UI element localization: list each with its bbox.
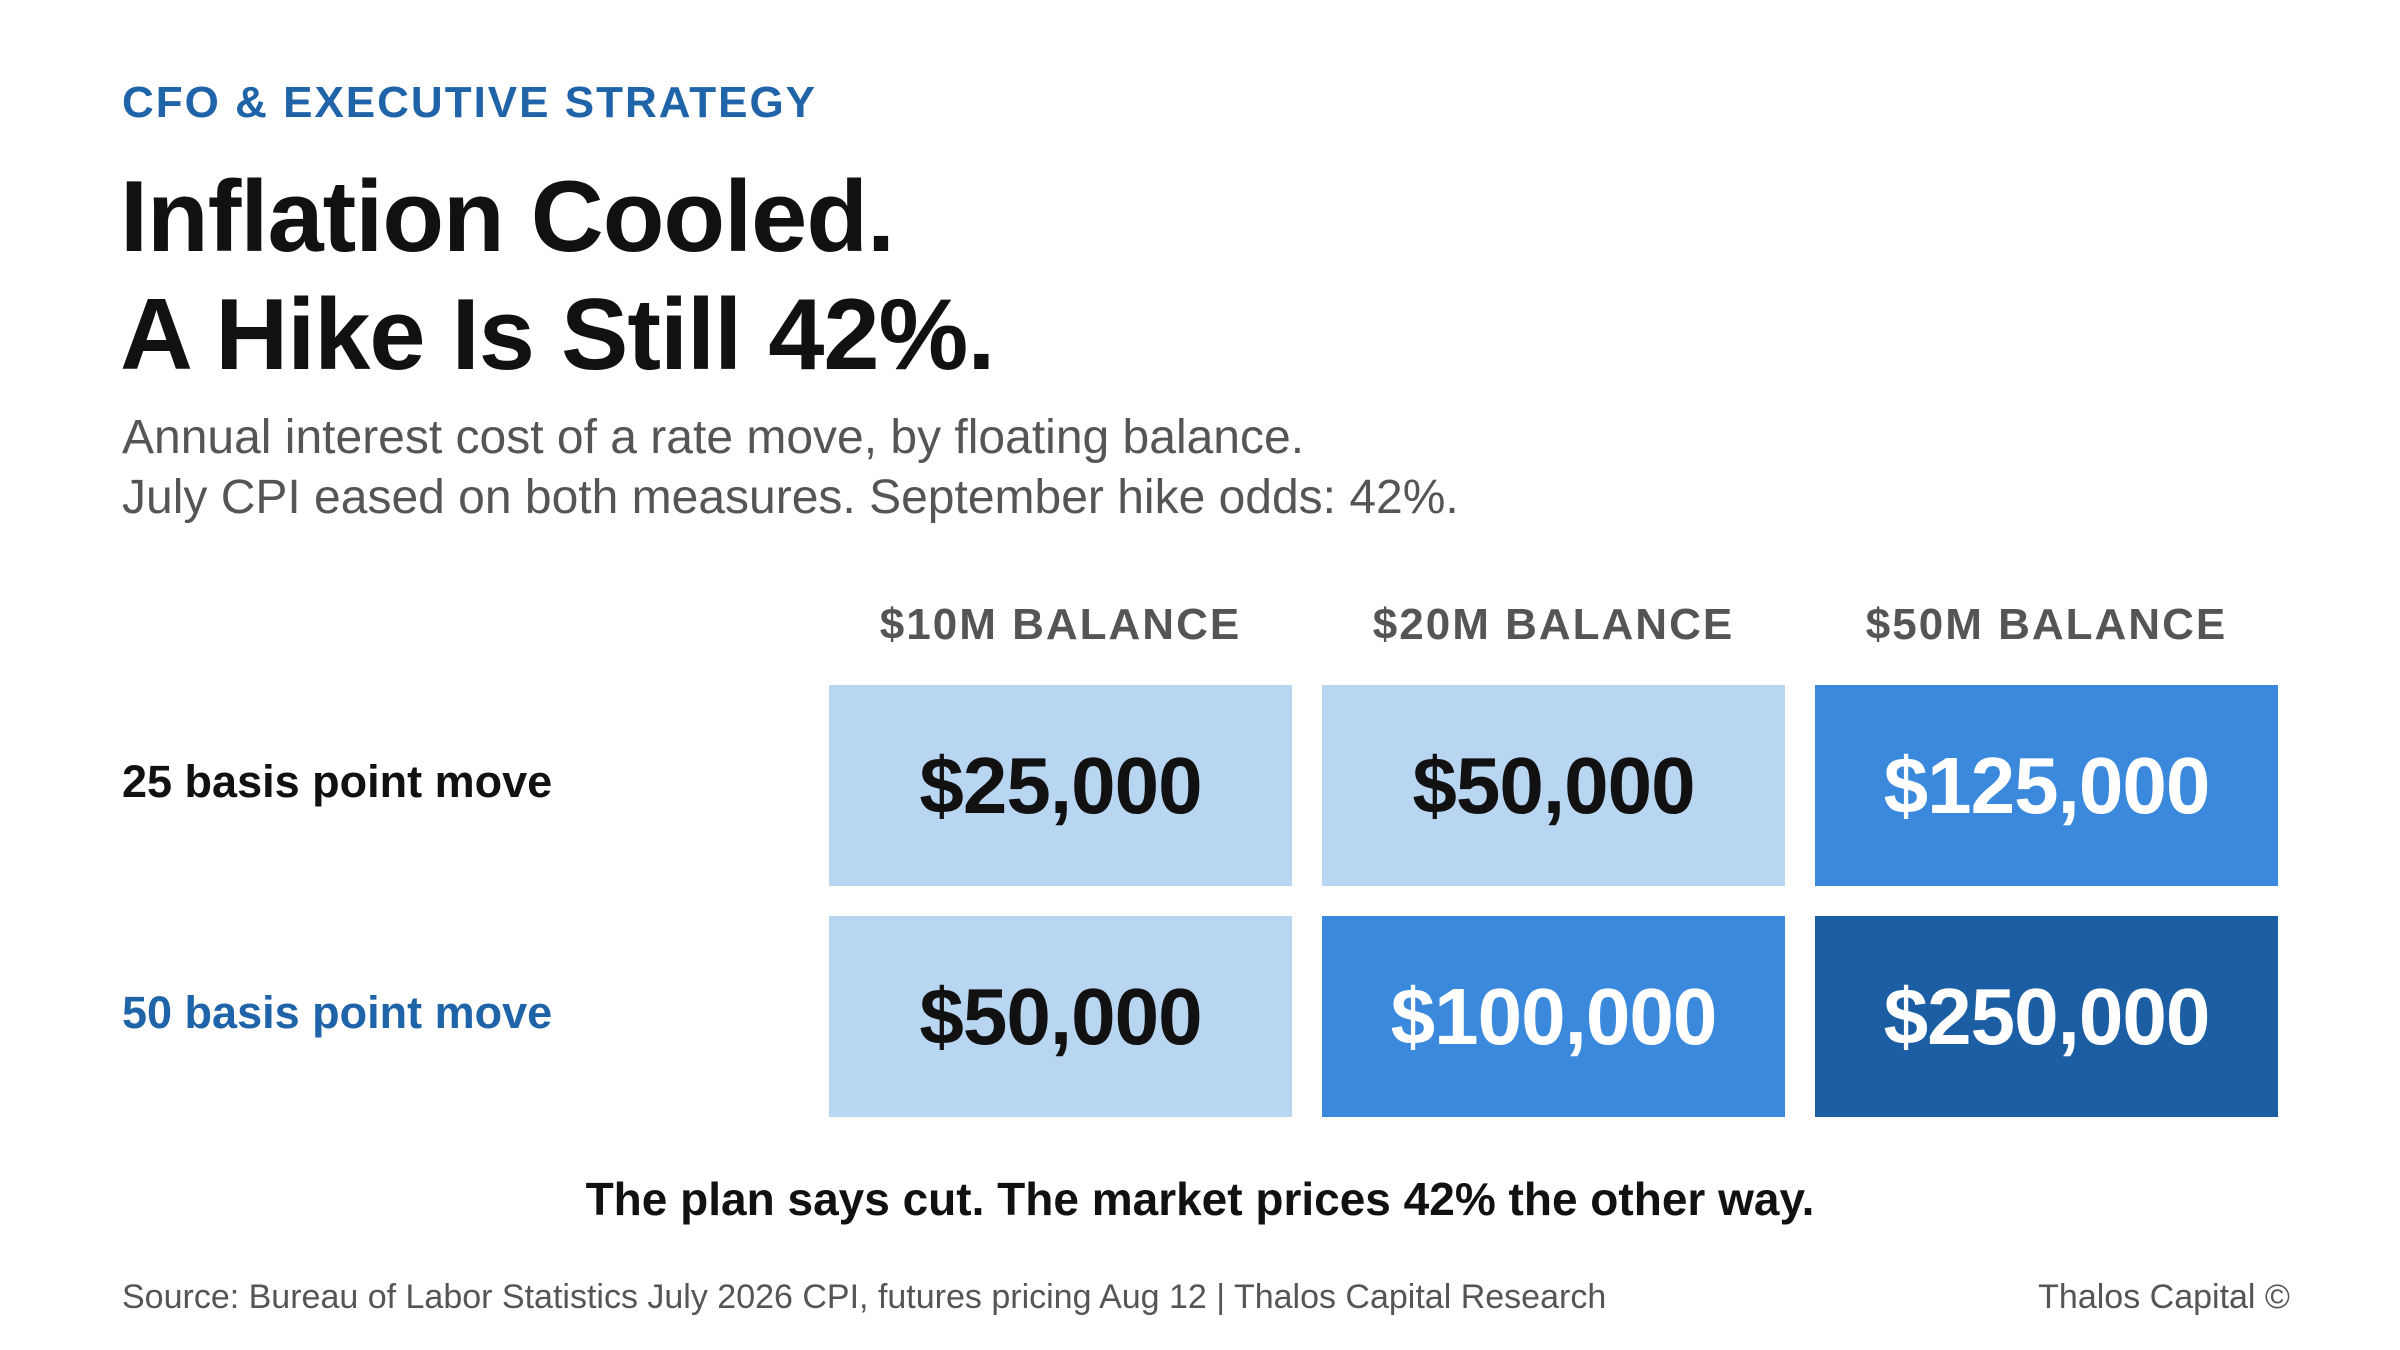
row-label-25bp: 25 basis point move — [122, 756, 553, 807]
column-header-20m: $20M BALANCE — [1372, 600, 1735, 649]
callout-text: The plan says cut. The market prices 42%… — [585, 1173, 1815, 1225]
row-label-50bp: 50 basis point move — [122, 987, 553, 1038]
cell-50bp-50m: $250,000 — [1815, 916, 2278, 1117]
column-header-10m: $10M BALANCE — [879, 600, 1242, 649]
cell-25bp-10m: $25,000 — [829, 685, 1292, 886]
cell-25bp-20m: $50,000 — [1322, 685, 1785, 886]
source-note: Source: Bureau of Labor Statistics July … — [122, 1278, 1607, 1316]
brand-mark: Thalos Capital © — [2038, 1278, 2290, 1316]
page-title: Inflation Cooled. A Hike Is Still 42%. — [120, 158, 995, 394]
column-header-50m: $50M BALANCE — [1865, 600, 2228, 649]
title-line-2: A Hike Is Still 42%. — [120, 279, 995, 391]
cell-50bp-20m: $100,000 — [1322, 916, 1785, 1117]
eyebrow-label: CFO & EXECUTIVE STRATEGY — [122, 78, 818, 127]
title-line-1: Inflation Cooled. — [120, 161, 895, 273]
subtitle-line-1: Annual interest cost of a rate move, by … — [122, 411, 1305, 464]
cell-25bp-50m: $125,000 — [1815, 685, 2278, 886]
subtitle-line-2: July CPI eased on both measures. Septemb… — [122, 471, 1459, 524]
subtitle: Annual interest cost of a rate move, by … — [122, 408, 1459, 528]
cell-50bp-10m: $50,000 — [829, 916, 1292, 1117]
